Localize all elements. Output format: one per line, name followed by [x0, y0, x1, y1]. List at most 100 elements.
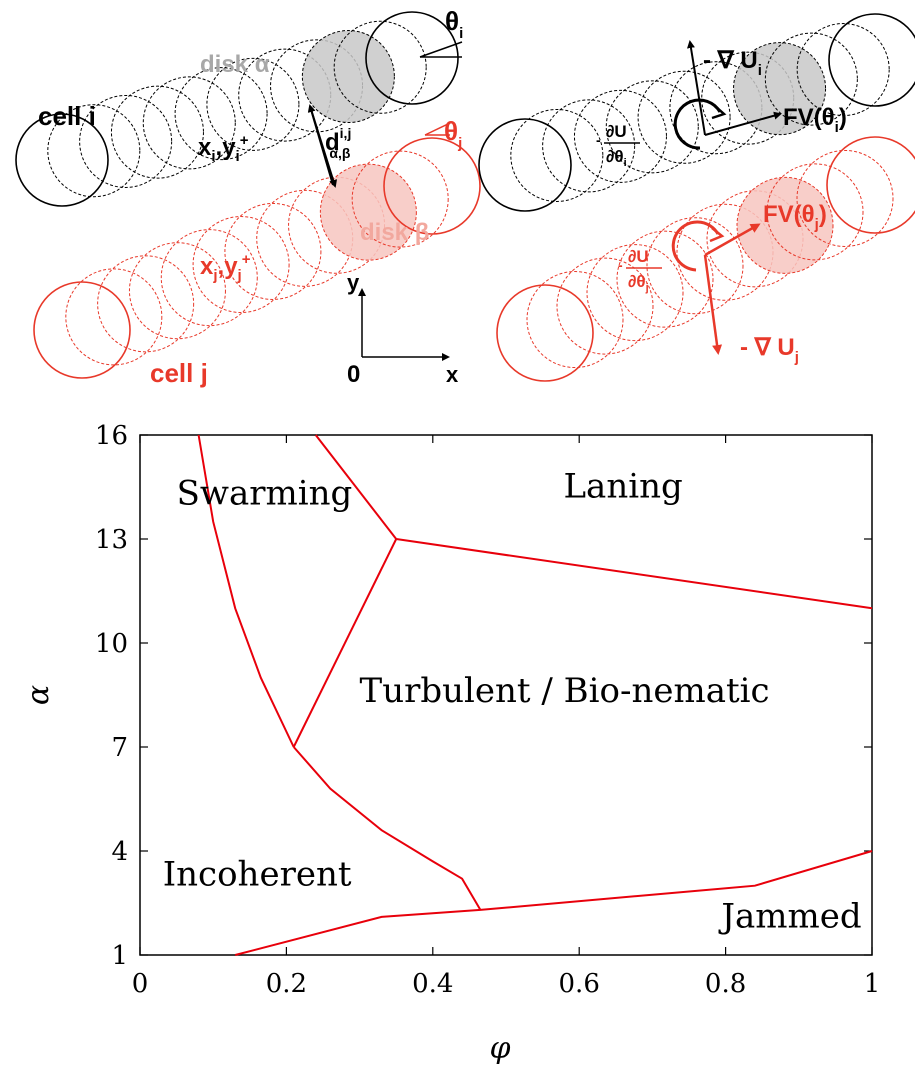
cell-j-disks — [33, 137, 481, 379]
cell-i-right-disk — [701, 51, 795, 145]
position-i-label: xi,yi+ — [198, 132, 249, 165]
boundary-swarming-turbulent — [292, 538, 398, 748]
left-schematic: cell i cell j disk α disk β xi,yi+ xj,yj… — [15, 6, 481, 388]
region-label-jammed: Jammed — [718, 896, 861, 936]
y-axis-label: α — [21, 685, 56, 705]
cell-i-forces-disks — [478, 13, 915, 212]
grad-i-arrow — [687, 40, 706, 136]
y-tick-label: 4 — [111, 837, 128, 867]
cell-i-right-disk — [796, 23, 890, 117]
torque-j-sign: - — [618, 257, 623, 273]
torque-j-arrowhead — [709, 227, 725, 243]
y-tick-label: 1 — [111, 941, 128, 971]
cell-i-disk — [142, 76, 236, 170]
grad-j-arrow — [703, 254, 723, 355]
cell-j-disk — [97, 255, 195, 353]
cell-j-right-disk — [616, 230, 714, 328]
cell-i-label: cell i — [38, 101, 96, 131]
axis-origin-label: 0 — [347, 361, 360, 388]
torque-i-arrowhead — [711, 105, 727, 120]
region-label-incoherent: Incoherent — [163, 855, 352, 895]
cell-j-disk — [33, 281, 131, 379]
cell-i-right-disk — [637, 70, 731, 164]
cell-i-right-disk — [573, 89, 667, 183]
cell-i-right-disk — [828, 13, 915, 107]
x-tick-label: 0 — [132, 969, 149, 999]
cell-i-right-disk — [605, 80, 699, 174]
cell-i-right-disk — [733, 42, 827, 136]
phase-diagram: 0 0.2 0.4 0.6 0.8 1 1 4 7 10 13 16 Swarming Laning Tu… — [21, 421, 880, 1066]
torque-i-arc — [673, 98, 722, 150]
cell-j-right-disk — [586, 244, 684, 342]
boundary-incoherent-turbulent — [292, 746, 482, 911]
x-axis-label: φ — [489, 1031, 510, 1066]
cell-j-right-disk — [796, 149, 894, 247]
cell-i-disks — [15, 11, 459, 207]
torque-j-arc — [671, 220, 720, 272]
boundary-laning-turbulent — [396, 538, 873, 610]
cell-i-disk — [365, 11, 459, 105]
cell-i-disk — [333, 20, 427, 114]
cell-j-forces-disks — [496, 136, 915, 382]
x-tick-label: 0.6 — [559, 969, 600, 999]
torque-j-numerator: ∂U — [628, 247, 649, 266]
theta-j-angle-line — [424, 122, 451, 136]
cell-i-right-disk — [510, 108, 604, 202]
force-j-arrow — [704, 223, 761, 257]
x-tick-label: 0.8 — [705, 969, 746, 999]
position-j-label: xj,yj+ — [200, 251, 251, 284]
cell-j-disk — [319, 163, 417, 261]
axis-ticks: 0 0.2 0.4 0.6 0.8 1 1 4 7 10 13 16 — [95, 421, 880, 999]
y-tick-label: 10 — [95, 629, 128, 659]
torque-i-numerator: ∂U — [606, 122, 627, 141]
force-i-arrow — [704, 111, 782, 136]
region-label-laning: Laning — [563, 466, 682, 506]
boundary-swarming-laning — [314, 434, 397, 540]
cell-j-disk — [160, 229, 258, 327]
y-tick-label: 13 — [95, 525, 128, 555]
grad-i-label: - ∇ Ui — [703, 47, 762, 79]
y-tick-label: 7 — [111, 733, 128, 763]
region-labels: Swarming Laning Turbulent / Bio-nematic Inc… — [163, 466, 862, 936]
phase-boundaries — [197, 434, 873, 956]
cell-j-right-disk — [646, 217, 744, 315]
disk-beta-label: disk β — [360, 219, 429, 246]
cell-i-right-disk — [764, 32, 858, 126]
boundary-incoherent-swarming — [197, 434, 295, 748]
cell-i-disk — [79, 94, 173, 188]
cell-j-right-disk — [766, 163, 864, 261]
cell-j-disk — [192, 216, 290, 314]
cell-i-disk — [301, 30, 395, 124]
cell-j-right-disk — [496, 284, 594, 382]
plot-frame — [139, 434, 873, 956]
cell-i-disk — [110, 85, 204, 179]
cell-j-disk — [224, 202, 322, 300]
cell-i-disk — [15, 113, 109, 207]
distance-label: di,j α,β — [325, 125, 351, 161]
region-label-turbulent-bio-nematic: Turbulent / Bio-nematic — [360, 671, 770, 711]
cell-i-right-disk — [478, 118, 572, 212]
torque-i-denominator: ∂θi — [606, 147, 627, 169]
y-tick-label: 16 — [95, 421, 128, 451]
cell-j-right-disk — [826, 136, 915, 234]
force-i-label: FV(θi) — [783, 104, 847, 136]
cell-j-label: cell j — [150, 358, 208, 388]
axis-y-label: y — [347, 270, 360, 295]
right-schematic: - ∇ Ui FV(θi) - ∇ Uj FV(θj) - ∂U ∂θi - ∂… — [478, 13, 915, 382]
cell-j-disk — [383, 137, 481, 235]
force-j-label: FV(θj) — [763, 201, 827, 233]
cell-j-right-disk — [736, 176, 834, 274]
grad-j-label: - ∇ Uj — [740, 334, 799, 366]
cell-i-disk — [206, 57, 300, 151]
cell-j-disk — [65, 268, 163, 366]
disk-alpha-label: disk α — [200, 51, 270, 78]
cell-i-right-disk — [542, 99, 636, 193]
theta-i-angle-line — [419, 41, 463, 58]
boundary-jammed-boundary — [234, 850, 873, 956]
cell-j-disk — [128, 242, 226, 340]
cell-i-disk — [174, 67, 268, 161]
theta-j-label: θj — [444, 116, 462, 152]
region-label-swarming: Swarming — [177, 473, 353, 513]
distance-arrow-down — [309, 105, 338, 188]
torque-i-sign: - — [596, 132, 601, 148]
